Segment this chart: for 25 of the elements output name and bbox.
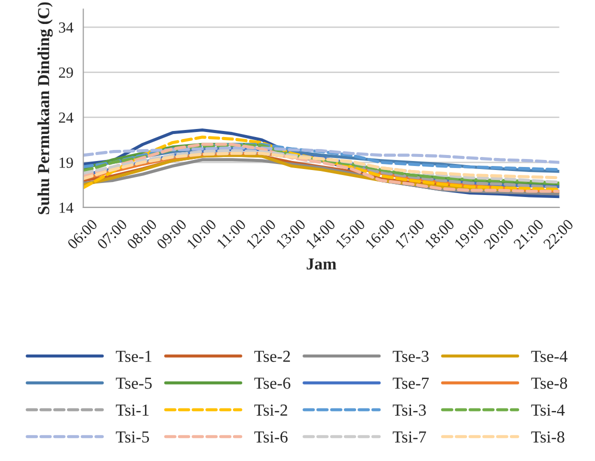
legend-label: Tsi-1	[116, 404, 149, 416]
legend-label: Tsi-7	[392, 431, 426, 443]
legend-label: Tsi-8	[531, 431, 564, 443]
legend-label: Tse-2	[254, 350, 290, 362]
y-axis-title: Suhu Permukaan Dinding (C)	[38, 2, 53, 214]
legend-label: Tse-8	[531, 378, 568, 389]
legend-label: Tsi-5	[116, 431, 149, 443]
legend-label: Tse-7	[392, 378, 429, 389]
legend-label: Tsi-3	[392, 404, 426, 416]
line-series	[83, 146, 560, 164]
legend-label: Tse-4	[531, 350, 568, 362]
legend-label: Tsi-4	[531, 404, 565, 416]
legend-label: Tsi-2	[254, 404, 288, 416]
y-tick-label: 34	[59, 22, 74, 33]
y-tick-label: 19	[60, 158, 73, 168]
y-tick-label: 29	[58, 67, 73, 78]
legend-label: Tse-6	[254, 378, 290, 389]
x-axis-title: Jam	[306, 258, 336, 270]
legend-label: Tse-1	[116, 350, 152, 362]
y-tick-label: 24	[58, 112, 74, 123]
legend-label: Tse-3	[392, 350, 429, 362]
legend-label: Tsi-6	[254, 431, 288, 443]
legend-label: Tse-5	[116, 378, 152, 389]
line-series	[83, 136, 560, 191]
y-tick-label: 14	[60, 202, 74, 213]
